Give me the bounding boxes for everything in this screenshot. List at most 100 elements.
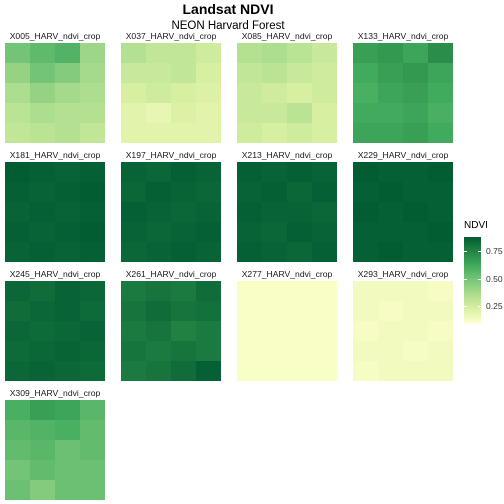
facet-strip-label: X197_HARV_ndvi_crop (125, 150, 217, 160)
heatmap-cell (171, 341, 196, 361)
heatmap-grid (5, 43, 105, 143)
heatmap-cell (5, 242, 30, 262)
heatmap-cell (378, 321, 403, 341)
heatmap-grid (353, 281, 453, 381)
heatmap-cell (30, 63, 55, 83)
heatmap-cell (403, 202, 428, 222)
facet-panel: X261_HARV_ndvi_crop (121, 268, 221, 381)
heatmap-cell (171, 182, 196, 202)
heatmap-cell (428, 242, 453, 262)
heatmap-cell (146, 63, 171, 83)
heatmap-cell (237, 242, 262, 262)
heatmap-cell (55, 222, 80, 242)
heatmap-cell (378, 242, 403, 262)
heatmap-cell (196, 202, 221, 222)
heatmap-cell (5, 222, 30, 242)
heatmap-grid (5, 162, 105, 262)
heatmap-cell (237, 301, 262, 321)
heatmap-cell (171, 103, 196, 123)
heatmap-cell (55, 341, 80, 361)
heatmap-cell (146, 43, 171, 63)
heatmap-cell (287, 341, 312, 361)
heatmap-cell (312, 43, 337, 63)
heatmap-cell (353, 83, 378, 103)
facet-panel: X309_HARV_ndvi_crop (5, 387, 105, 500)
heatmap-cell (403, 123, 428, 143)
heatmap-cell (378, 361, 403, 381)
heatmap-cell (5, 341, 30, 361)
heatmap-cell (5, 83, 30, 103)
heatmap-cell (55, 361, 80, 381)
facet-strip-label: X245_HARV_ndvi_crop (9, 269, 101, 279)
heatmap-cell (378, 301, 403, 321)
heatmap-cell (171, 123, 196, 143)
heatmap-cell (262, 321, 287, 341)
heatmap-cell (30, 400, 55, 420)
heatmap-cell (262, 83, 287, 103)
facet-panels: X005_HARV_ndvi_crop X037_HARV_ndvi_crop X0… (5, 31, 453, 500)
heatmap-cell (55, 321, 80, 341)
heatmap-cell (30, 123, 55, 143)
heatmap-grid (353, 43, 453, 143)
heatmap-cell (196, 301, 221, 321)
heatmap-cell (55, 480, 80, 500)
heatmap-cell (403, 361, 428, 381)
heatmap-cell (146, 301, 171, 321)
facet-strip-label: X005_HARV_ndvi_crop (9, 31, 101, 41)
heatmap-cell (55, 202, 80, 222)
heatmap-cell (80, 281, 105, 301)
heatmap-grid (353, 162, 453, 262)
heatmap-cell (5, 440, 30, 460)
legend-tick-label: 0.75 (486, 246, 503, 257)
heatmap-cell (171, 83, 196, 103)
heatmap-cell (428, 123, 453, 143)
heatmap-cell (30, 162, 55, 182)
heatmap-cell (312, 301, 337, 321)
heatmap-cell (196, 281, 221, 301)
heatmap-cell (237, 123, 262, 143)
heatmap-cell (171, 162, 196, 182)
heatmap-cell (80, 162, 105, 182)
facet-panel: X277_HARV_ndvi_crop (237, 268, 337, 381)
heatmap-cell (353, 341, 378, 361)
heatmap-cell (378, 182, 403, 202)
heatmap-cell (287, 321, 312, 341)
facet-strip-label: X309_HARV_ndvi_crop (9, 388, 101, 398)
heatmap-cell (262, 103, 287, 123)
heatmap-cell (121, 63, 146, 83)
heatmap-cell (146, 281, 171, 301)
heatmap-cell (30, 341, 55, 361)
heatmap-cell (146, 222, 171, 242)
heatmap-cell (312, 321, 337, 341)
heatmap-cell (171, 63, 196, 83)
heatmap-cell (80, 63, 105, 83)
heatmap-cell (237, 182, 262, 202)
heatmap-cell (237, 222, 262, 242)
heatmap-grid (121, 281, 221, 381)
heatmap-cell (121, 301, 146, 321)
heatmap-cell (80, 301, 105, 321)
heatmap-cell (80, 222, 105, 242)
facet-strip-label: X037_HARV_ndvi_crop (125, 31, 217, 41)
heatmap-cell (30, 222, 55, 242)
facet-strip-label: X261_HARV_ndvi_crop (125, 269, 217, 279)
heatmap-cell (121, 341, 146, 361)
heatmap-cell (55, 63, 80, 83)
heatmap-cell (121, 123, 146, 143)
heatmap-cell (312, 103, 337, 123)
heatmap-cell (5, 420, 30, 440)
heatmap-cell (55, 43, 80, 63)
heatmap-cell (353, 242, 378, 262)
heatmap-cell (55, 400, 80, 420)
heatmap-cell (146, 361, 171, 381)
heatmap-cell (378, 222, 403, 242)
heatmap-cell (55, 420, 80, 440)
heatmap-cell (312, 123, 337, 143)
facet-panel: X229_HARV_ndvi_crop (353, 149, 453, 262)
facet-strip-label: X181_HARV_ndvi_crop (9, 150, 101, 160)
heatmap-cell (378, 63, 403, 83)
heatmap-cell (237, 83, 262, 103)
heatmap-cell (30, 460, 55, 480)
heatmap-cell (353, 162, 378, 182)
heatmap-cell (403, 301, 428, 321)
